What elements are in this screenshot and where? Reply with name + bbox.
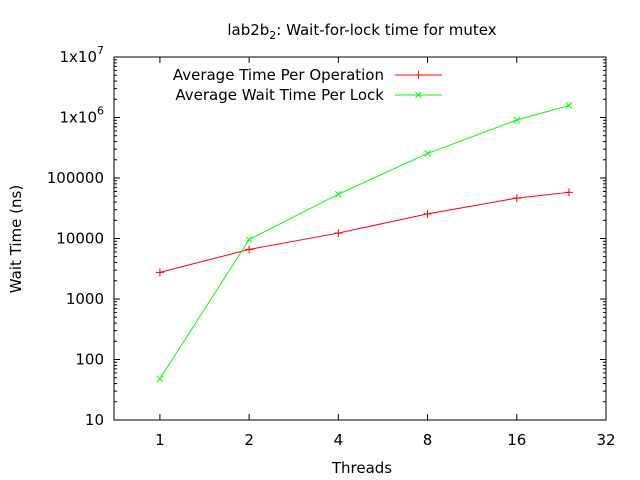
chart-title-suffix: : Wait-for-lock time for mutex [276, 21, 496, 39]
x-axis-label: Threads [331, 459, 392, 477]
legend-label: Average Wait Time Per Lock [175, 86, 384, 104]
legend-label: Average Time Per Operation [173, 66, 384, 84]
y-tick-label-base: 1x10 [59, 109, 97, 127]
y-tick-label-base: 100000 [47, 169, 104, 187]
y-tick-label-base: 1000 [66, 290, 104, 308]
x-tick-label: 16 [507, 431, 526, 449]
data-point [155, 268, 164, 277]
series-1 [155, 188, 573, 277]
legend-entry: Average Wait Time Per Lock [175, 86, 442, 104]
data-point [513, 116, 521, 124]
y-tick-label-exponent: 7 [97, 44, 104, 57]
y-tick-label-base: 1x10 [59, 48, 97, 66]
series-line [159, 104, 570, 380]
x-tick-label: 32 [596, 431, 615, 449]
chart-title-main: lab2b [227, 21, 269, 39]
y-tick-label-base: 10000 [56, 230, 104, 248]
data-point [512, 194, 521, 203]
x-tick-label: 4 [334, 431, 344, 449]
series-2 [156, 102, 573, 383]
data-point [564, 188, 573, 197]
y-tick-label: 10 [85, 411, 104, 429]
y-tick-label-base: 100 [75, 351, 104, 369]
y-tick-label: 10000 [56, 230, 104, 248]
series-line [159, 191, 570, 273]
x-tick-label: 1 [155, 431, 165, 449]
data-point [423, 209, 432, 218]
y-tick-label: 1x107 [59, 44, 104, 66]
x-tick-label: 8 [423, 431, 433, 449]
data-point [245, 245, 254, 254]
series-layer [155, 102, 573, 383]
x-tick-label: 2 [244, 431, 254, 449]
data-point [565, 102, 573, 109]
data-point [334, 229, 343, 238]
y-tick-label: 100 [75, 351, 104, 369]
data-point [245, 236, 253, 243]
data-point [415, 91, 422, 99]
data-point [334, 190, 342, 198]
data-point [156, 375, 164, 383]
y-tick-label-exponent: 6 [97, 105, 104, 118]
legend: Average Time Per Operation Average Wait T… [173, 66, 442, 104]
data-point [414, 71, 423, 79]
plot-frame [113, 56, 607, 421]
legend-entry: Average Time Per Operation [173, 66, 442, 84]
y-tick-label: 100000 [47, 169, 104, 187]
y-axis-label: Wait Time (ns) [7, 185, 25, 293]
plot-border [113, 56, 607, 421]
y-tick-label: 1000 [66, 290, 104, 308]
y-tick-label: 1x106 [59, 105, 104, 127]
chart-title: lab2b2: Wait-for-lock time for mutex [227, 21, 496, 42]
x-ticks: 1 2 4 8 16 32 [155, 57, 616, 449]
data-point [424, 150, 431, 157]
y-tick-label-base: 10 [85, 411, 104, 429]
chart-title-subscript: 2 [269, 29, 276, 42]
